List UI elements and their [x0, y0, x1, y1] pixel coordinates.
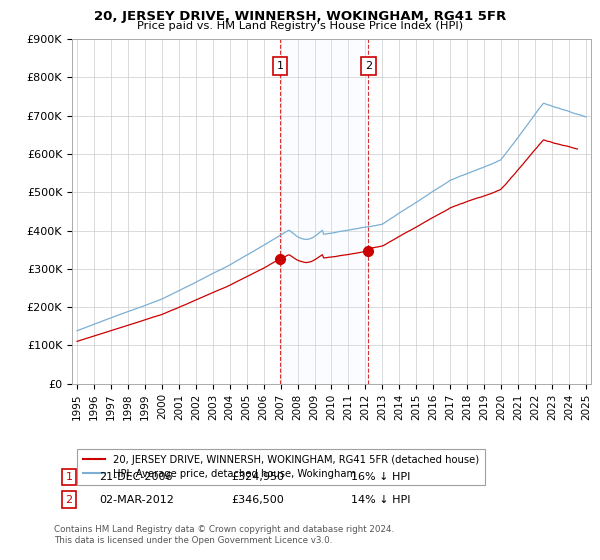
Text: 20, JERSEY DRIVE, WINNERSH, WOKINGHAM, RG41 5FR: 20, JERSEY DRIVE, WINNERSH, WOKINGHAM, R…	[94, 10, 506, 23]
Text: 2: 2	[65, 494, 73, 505]
Text: 21-DEC-2006: 21-DEC-2006	[99, 472, 173, 482]
Text: 1: 1	[65, 472, 73, 482]
Text: 14% ↓ HPI: 14% ↓ HPI	[351, 494, 410, 505]
Text: 2: 2	[365, 61, 372, 71]
Legend: 20, JERSEY DRIVE, WINNERSH, WOKINGHAM, RG41 5FR (detached house), HPI: Average p: 20, JERSEY DRIVE, WINNERSH, WOKINGHAM, R…	[77, 449, 485, 485]
Text: £346,500: £346,500	[231, 494, 284, 505]
Bar	[280, 39, 368, 384]
Text: 02-MAR-2012: 02-MAR-2012	[99, 494, 174, 505]
Text: £324,950: £324,950	[231, 472, 284, 482]
Text: 16% ↓ HPI: 16% ↓ HPI	[351, 472, 410, 482]
Text: Price paid vs. HM Land Registry's House Price Index (HPI): Price paid vs. HM Land Registry's House …	[137, 21, 463, 31]
Text: 1: 1	[277, 61, 284, 71]
Text: Contains HM Land Registry data © Crown copyright and database right 2024.
This d: Contains HM Land Registry data © Crown c…	[54, 525, 394, 545]
